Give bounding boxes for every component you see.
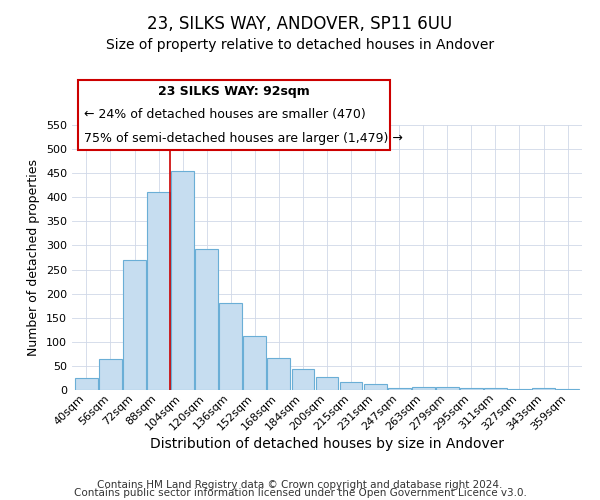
- Bar: [147, 192, 170, 390]
- Bar: [99, 358, 122, 390]
- X-axis label: Distribution of detached houses by size in Andover: Distribution of detached houses by size …: [150, 438, 504, 452]
- Text: 23, SILKS WAY, ANDOVER, SP11 6UU: 23, SILKS WAY, ANDOVER, SP11 6UU: [148, 15, 452, 33]
- Bar: [244, 336, 266, 390]
- Bar: [508, 388, 531, 390]
- Bar: [268, 358, 290, 390]
- Text: Size of property relative to detached houses in Andover: Size of property relative to detached ho…: [106, 38, 494, 52]
- Text: Contains HM Land Registry data © Crown copyright and database right 2024.: Contains HM Land Registry data © Crown c…: [97, 480, 503, 490]
- Text: 23 SILKS WAY: 92sqm: 23 SILKS WAY: 92sqm: [158, 85, 310, 98]
- Bar: [412, 386, 434, 390]
- Bar: [364, 384, 386, 390]
- Text: Contains public sector information licensed under the Open Government Licence v3: Contains public sector information licen…: [74, 488, 526, 498]
- Bar: [556, 388, 579, 390]
- Bar: [171, 171, 194, 390]
- Bar: [220, 304, 242, 390]
- Bar: [532, 388, 555, 390]
- Bar: [460, 388, 483, 390]
- Bar: [388, 388, 410, 390]
- Bar: [75, 378, 98, 390]
- Bar: [195, 249, 218, 390]
- Text: ← 24% of detached houses are smaller (470): ← 24% of detached houses are smaller (47…: [84, 108, 366, 122]
- Bar: [436, 387, 459, 390]
- Bar: [316, 377, 338, 390]
- Bar: [292, 369, 314, 390]
- Bar: [484, 388, 507, 390]
- Bar: [340, 382, 362, 390]
- Y-axis label: Number of detached properties: Number of detached properties: [28, 159, 40, 356]
- Text: 75% of semi-detached houses are larger (1,479) →: 75% of semi-detached houses are larger (…: [84, 132, 403, 144]
- Bar: [123, 260, 146, 390]
